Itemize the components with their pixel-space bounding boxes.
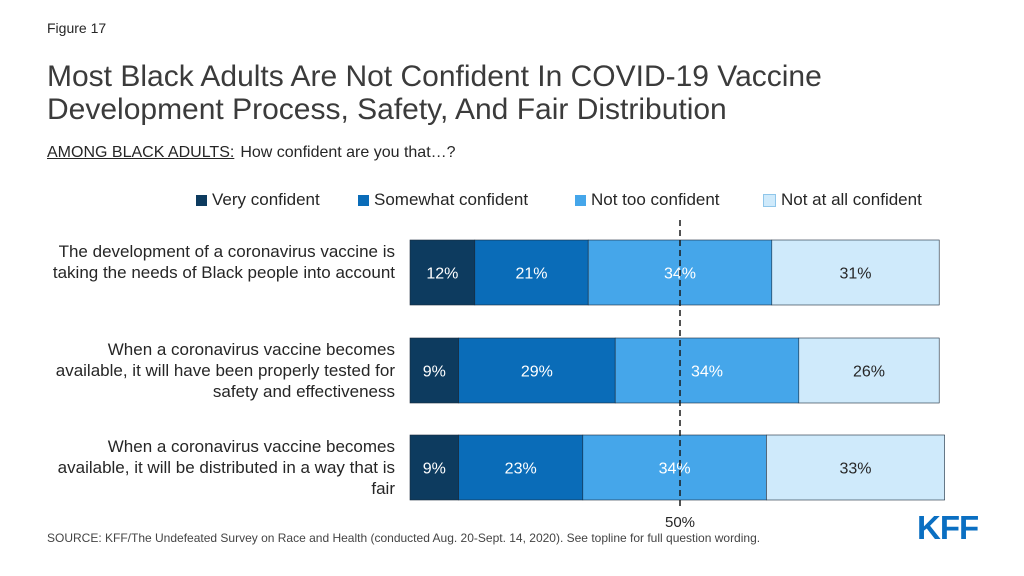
kff-logo: KFF <box>917 509 979 546</box>
legend-label: Not too confident <box>591 190 720 209</box>
bar-segment <box>458 434 584 501</box>
data-label: 23% <box>505 461 537 478</box>
legend-label: Not at all confident <box>781 190 922 209</box>
reference-line-label: 50% <box>665 514 695 531</box>
data-label: 29% <box>521 364 553 381</box>
bar-segment <box>409 239 476 306</box>
legend-item: Not too confident <box>575 190 720 210</box>
bar-segment <box>798 337 940 404</box>
data-label: 12% <box>426 266 458 283</box>
data-label: 9% <box>423 461 446 478</box>
legend-label: Somewhat confident <box>374 190 529 209</box>
category-label: When a coronavirus vaccine becomes avail… <box>57 436 395 498</box>
category-label: When a coronavirus vaccine becomes avail… <box>55 339 395 401</box>
bar-segment <box>409 434 459 501</box>
legend-item: Very confident <box>196 190 320 210</box>
source-note: SOURCE: KFF/The Undefeated Survey on Rac… <box>47 531 761 545</box>
chart-legend: Very confident Somewhat confident Not too … <box>0 190 1024 212</box>
data-label: 33% <box>839 461 871 478</box>
legend-swatch <box>575 194 586 206</box>
data-label: 26% <box>853 364 885 381</box>
data-label: 9% <box>423 364 446 381</box>
bar-segment <box>474 239 589 306</box>
chart-title: Most Black Adults Are Not Confident In C… <box>47 60 822 126</box>
bar-segment <box>771 239 940 306</box>
bar-segment <box>409 337 459 404</box>
data-label: 31% <box>839 266 871 283</box>
legend-swatch <box>196 194 207 206</box>
data-label: 34% <box>691 364 723 381</box>
bar-segment <box>766 434 945 501</box>
category-label: The development of a coronavirus vaccine… <box>52 241 395 282</box>
data-label: 21% <box>515 266 547 283</box>
legend-label: Very confident <box>212 190 320 209</box>
subtitle-question: How confident are you that…? <box>240 144 456 161</box>
legend-swatch <box>358 194 369 206</box>
bar-segment <box>614 337 800 404</box>
bar-segment <box>458 337 616 404</box>
legend-item: Not at all confident <box>763 190 922 210</box>
data-label: 34% <box>659 461 691 478</box>
chart-subtitle: AMONG BLACK ADULTS: How confident are you… <box>47 144 456 162</box>
figure-label: Figure 17 <box>47 20 107 36</box>
legend-item: Somewhat confident <box>358 190 528 210</box>
legend-swatch <box>763 193 776 207</box>
subtitle-prefix: AMONG BLACK ADULTS: <box>47 144 235 161</box>
